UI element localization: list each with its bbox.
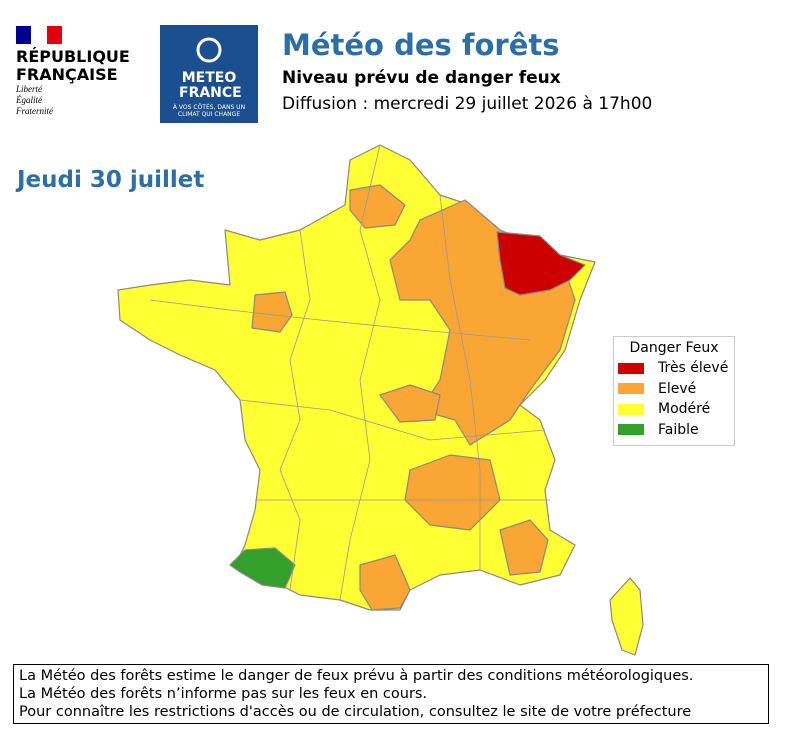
motto: Liberté Égalité Fraternité xyxy=(16,84,136,117)
region xyxy=(229,547,296,589)
legend-item: Très élevé xyxy=(618,358,734,379)
region xyxy=(404,454,501,531)
region xyxy=(499,519,549,576)
region xyxy=(609,577,644,656)
subtitle: Niveau prévu de danger feux xyxy=(282,68,561,88)
diffusion: Diffusion : mercredi 29 juillet 2026 à 1… xyxy=(282,94,653,114)
meteo-france-name: METEO FRANCE xyxy=(179,70,242,101)
logo-icon xyxy=(196,37,222,63)
region xyxy=(359,554,411,611)
footer: La Météo des forêts estime le danger de … xyxy=(13,664,769,724)
legend-label: Très élevé xyxy=(658,360,729,377)
legend: Danger Feux Très élevé Elevé Modéré Faible xyxy=(613,336,735,446)
region xyxy=(251,291,293,333)
region xyxy=(496,231,586,296)
title: Météo des forêts xyxy=(282,28,560,62)
republique-name: RÉPUBLIQUE FRANÇAISE xyxy=(16,47,130,84)
motto-line: Liberté xyxy=(16,84,42,94)
legend-items: Très élevé Elevé Modéré Faible xyxy=(614,358,734,440)
motto-line: Fraternité xyxy=(16,106,53,116)
tagline: À VOS CÔTÉS, DANS UN CLIMAT QUI CHANGE xyxy=(172,104,246,118)
legend-label: Modéré xyxy=(658,401,711,418)
forecast-date: Jeudi 30 juillet xyxy=(17,167,205,193)
legend-swatch xyxy=(618,362,644,374)
legend-swatch xyxy=(618,424,644,436)
legend-title: Danger Feux xyxy=(629,340,719,356)
motto-line: Égalité xyxy=(16,95,42,105)
footer-line: La Météo des forêts estime le danger de … xyxy=(19,668,694,684)
legend-item: Modéré xyxy=(618,399,734,420)
region xyxy=(349,184,406,229)
republique-logo: RÉPUBLIQUE FRANÇAISE Liberté Égalité Fra… xyxy=(16,26,136,117)
flag xyxy=(16,26,62,44)
legend-label: Faible xyxy=(658,421,699,438)
legend-swatch xyxy=(618,403,644,415)
map xyxy=(117,144,644,656)
legend-item: Elevé xyxy=(618,379,734,400)
region xyxy=(379,384,441,423)
footer-line: Pour connaître les restrictions d'accès … xyxy=(19,704,692,720)
legend-swatch xyxy=(618,383,644,395)
meteo-france-logo: METEO FRANCE À VOS CÔTÉS, DANS UN CLIMAT… xyxy=(160,25,258,123)
footer-line: La Météo des forêts n’informe pas sur le… xyxy=(19,686,428,702)
legend-label: Elevé xyxy=(658,380,697,397)
legend-item: Faible xyxy=(618,420,734,441)
